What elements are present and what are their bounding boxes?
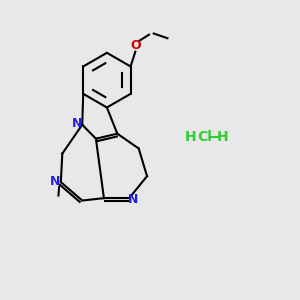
Text: N: N <box>50 175 61 188</box>
Text: N: N <box>128 193 138 206</box>
Text: H: H <box>217 130 229 144</box>
Text: N: N <box>72 117 83 130</box>
Text: H: H <box>184 130 196 144</box>
Text: O: O <box>130 39 141 52</box>
Text: Cl: Cl <box>197 130 212 144</box>
